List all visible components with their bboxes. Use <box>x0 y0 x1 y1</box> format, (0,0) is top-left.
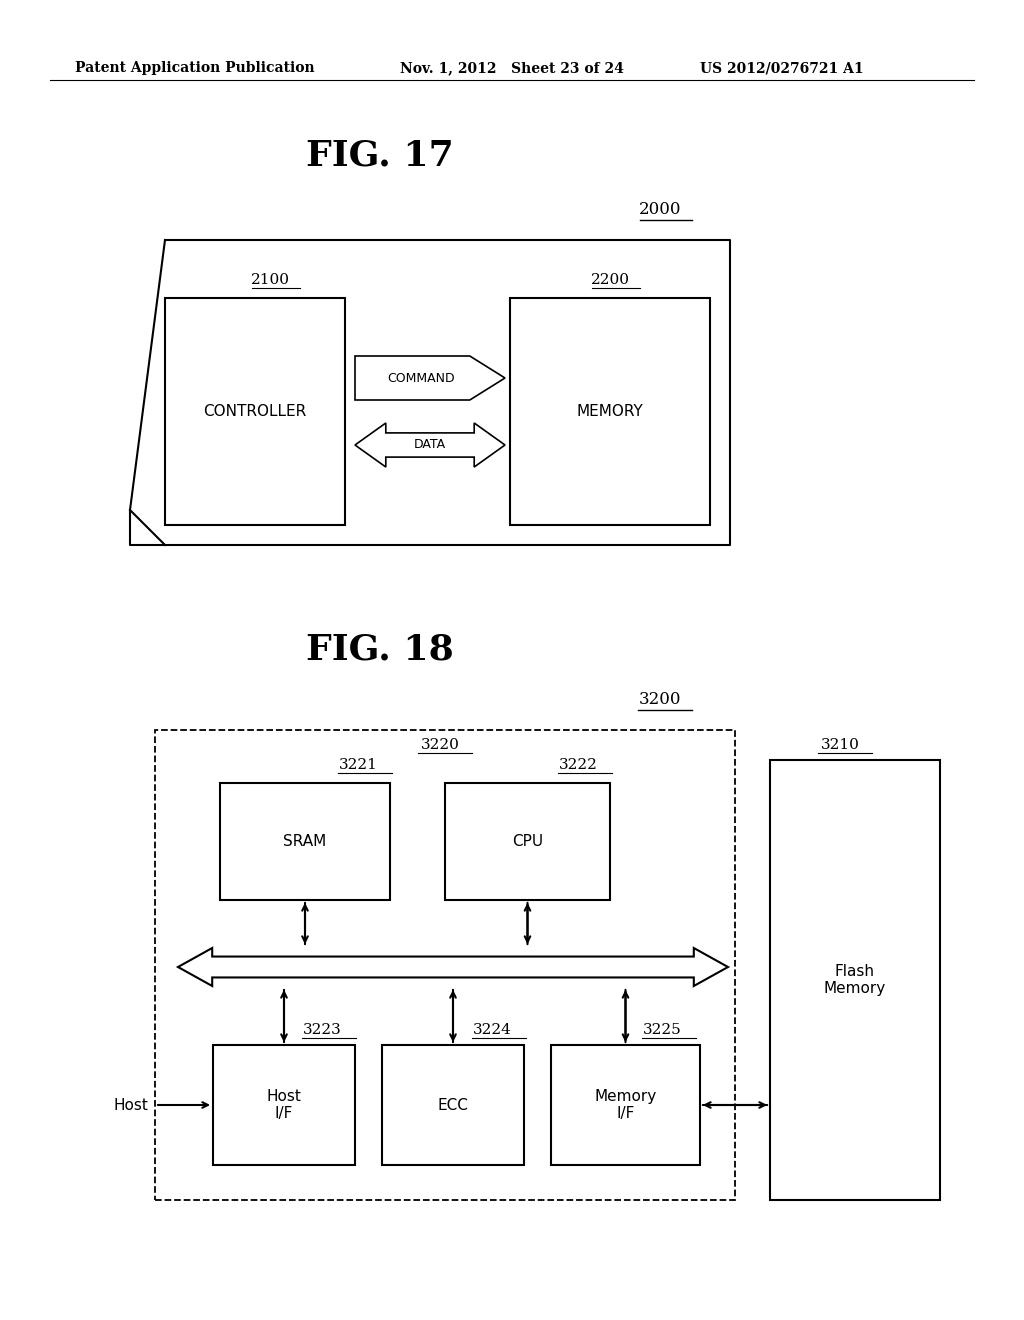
Text: 3222: 3222 <box>558 758 597 772</box>
Text: 3224: 3224 <box>472 1023 511 1038</box>
Text: FIG. 18: FIG. 18 <box>306 634 454 667</box>
Bar <box>213 1045 355 1166</box>
Bar <box>220 783 390 900</box>
Text: Flash
Memory: Flash Memory <box>824 964 886 997</box>
Text: 3225: 3225 <box>643 1023 681 1038</box>
Text: 3220: 3220 <box>421 738 460 752</box>
Text: CONTROLLER: CONTROLLER <box>204 404 306 418</box>
Polygon shape <box>355 422 505 467</box>
Text: 2000: 2000 <box>639 202 681 219</box>
Text: CPU: CPU <box>512 834 543 849</box>
Text: DATA: DATA <box>414 438 446 451</box>
Bar <box>551 1045 700 1166</box>
Text: SRAM: SRAM <box>284 834 327 849</box>
Bar <box>445 783 610 900</box>
Text: Host
I/F: Host I/F <box>266 1089 301 1121</box>
Text: 2200: 2200 <box>591 273 630 286</box>
Bar <box>165 298 345 525</box>
Text: ECC: ECC <box>437 1097 468 1113</box>
Text: 3200: 3200 <box>639 692 681 709</box>
Text: US 2012/0276721 A1: US 2012/0276721 A1 <box>700 61 863 75</box>
Bar <box>770 760 940 1200</box>
Text: Memory
I/F: Memory I/F <box>594 1089 656 1121</box>
Text: 3223: 3223 <box>303 1023 341 1038</box>
Text: 3221: 3221 <box>339 758 378 772</box>
Polygon shape <box>355 356 505 400</box>
Bar <box>510 298 710 525</box>
Polygon shape <box>178 948 728 986</box>
Text: FIG. 17: FIG. 17 <box>306 139 454 172</box>
Bar <box>382 1045 524 1166</box>
Text: 3210: 3210 <box>820 738 859 752</box>
Text: Nov. 1, 2012   Sheet 23 of 24: Nov. 1, 2012 Sheet 23 of 24 <box>400 61 624 75</box>
Bar <box>155 730 735 1200</box>
Text: 2100: 2100 <box>251 273 290 286</box>
Text: COMMAND: COMMAND <box>387 371 455 384</box>
Text: Host: Host <box>113 1097 148 1113</box>
Text: MEMORY: MEMORY <box>577 404 643 418</box>
Text: Patent Application Publication: Patent Application Publication <box>75 61 314 75</box>
